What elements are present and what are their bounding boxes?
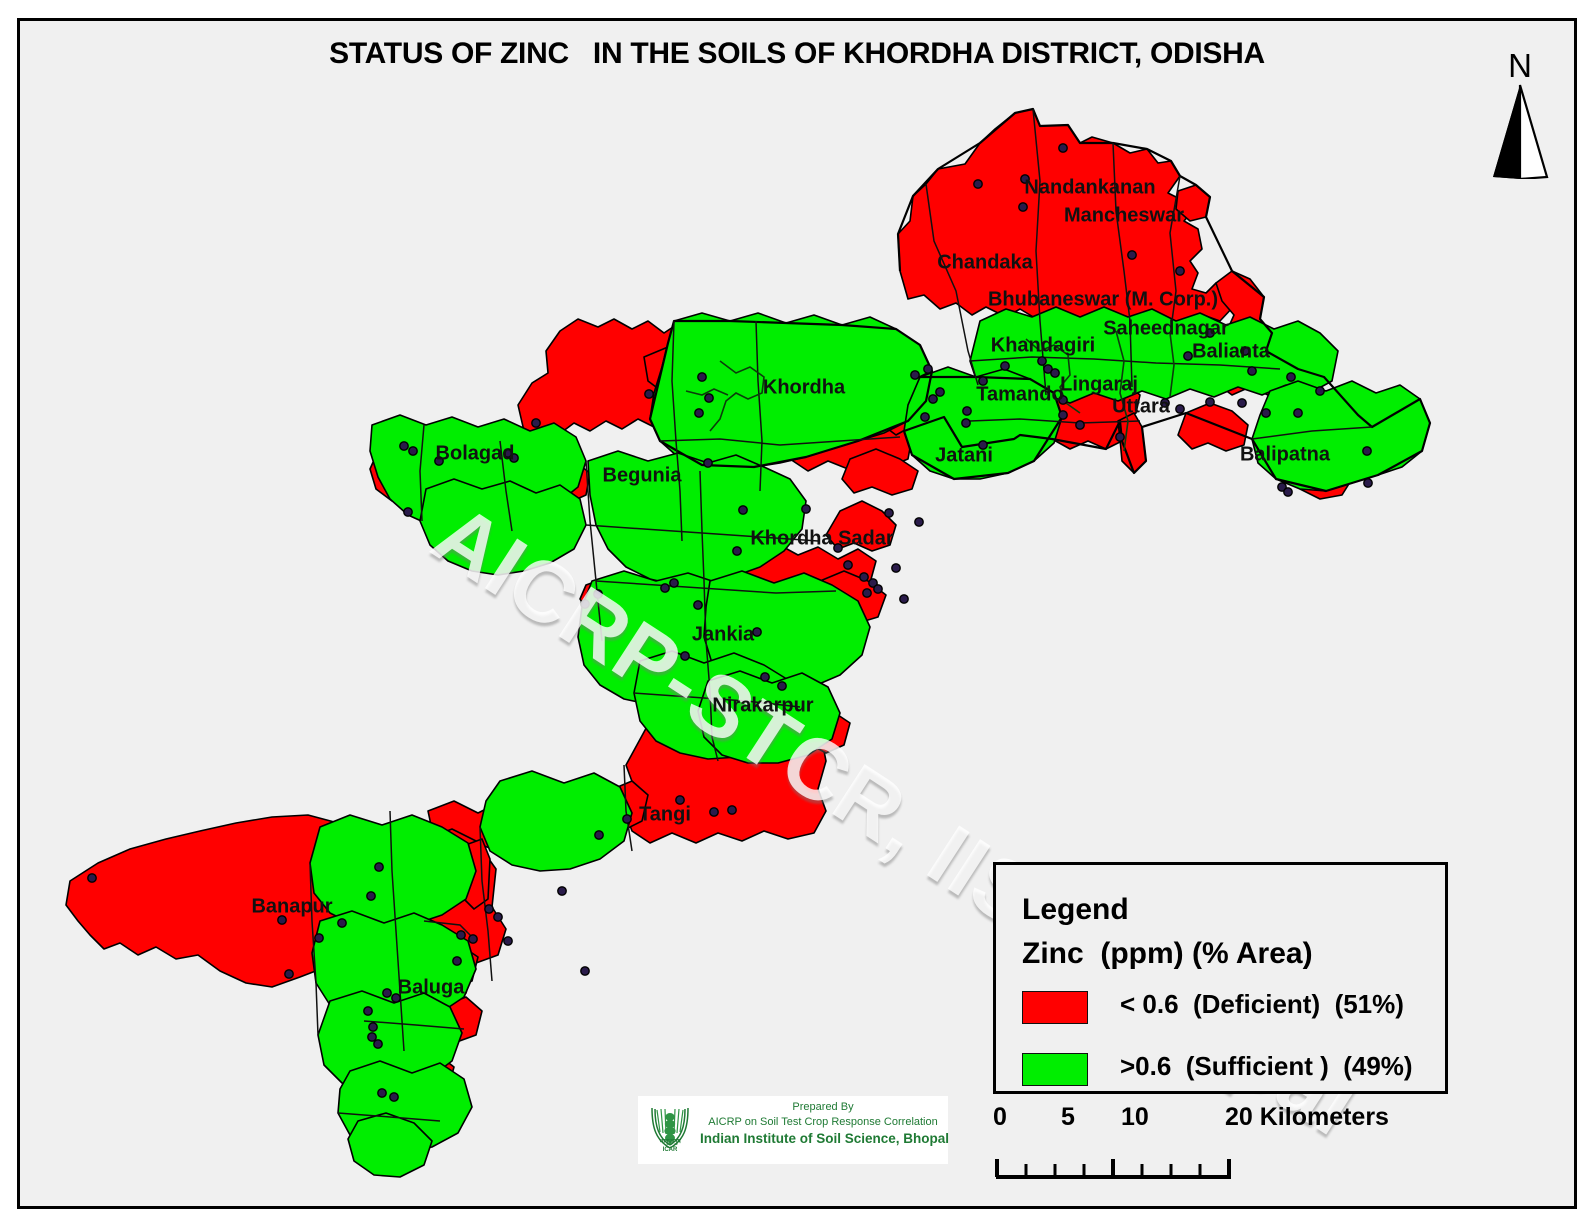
credit-text: Prepared By AICRP on Soil Test Crop Resp… — [700, 1100, 950, 1147]
icar-logo-hindi: भाकृअनुप — [659, 1139, 681, 1145]
legend-label-sufficient: >0.6 (Sufficient ) (49%) — [1120, 1051, 1413, 1081]
legend-box: Legend Zinc (ppm) (% Area) < 0.6 (Defici… — [993, 862, 1448, 1094]
credit-line-2: AICRP on Soil Test Crop Response Correla… — [708, 1116, 938, 1128]
icar-logo-acronym: ICAR — [662, 1147, 678, 1153]
north-arrow: N — [1475, 49, 1565, 179]
scale-label-10: 10 — [1121, 1103, 1149, 1131]
scale-bar: 0 5 10 20 Kilometers — [993, 1103, 1463, 1183]
credit-box: भाकृअनुप ICAR Prepared By AICRP on Soil … — [638, 1096, 950, 1164]
north-arrow-icon — [1493, 84, 1549, 179]
legend-swatch-deficient — [1022, 991, 1088, 1024]
map-canvas: STATUS OF ZINC IN THE SOILS OF KHORDHA D… — [20, 21, 1574, 1206]
legend-swatch-sufficient — [1022, 1053, 1088, 1086]
map-frame: STATUS OF ZINC IN THE SOILS OF KHORDHA D… — [17, 18, 1577, 1209]
choropleth-map — [65, 107, 1432, 1178]
scale-label-5: 5 — [1061, 1103, 1075, 1131]
legend-title: Legend — [1022, 893, 1129, 926]
page-title: STATUS OF ZINC IN THE SOILS OF KHORDHA D… — [329, 37, 1265, 70]
north-arrow-label: N — [1508, 47, 1532, 84]
scale-label-0: 0 — [993, 1103, 1007, 1131]
icar-logo-label: भाकृअनुप ICAR — [644, 1138, 696, 1154]
legend-subtitle: Zinc (ppm) (% Area) — [1022, 937, 1313, 970]
credit-line-3: Indian Institute of Soil Science, Bhopal — [700, 1131, 950, 1146]
credit-line-1: Prepared By — [792, 1101, 854, 1113]
map-district-outline — [648, 107, 1432, 493]
icar-logo-icon — [651, 1107, 689, 1149]
legend-label-deficient: < 0.6 (Deficient) (51%) — [1120, 989, 1404, 1019]
scale-units-label: 20 Kilometers — [1225, 1103, 1389, 1131]
scale-bar-ticks — [995, 1159, 1231, 1179]
map-sample-points — [87, 143, 1373, 1102]
